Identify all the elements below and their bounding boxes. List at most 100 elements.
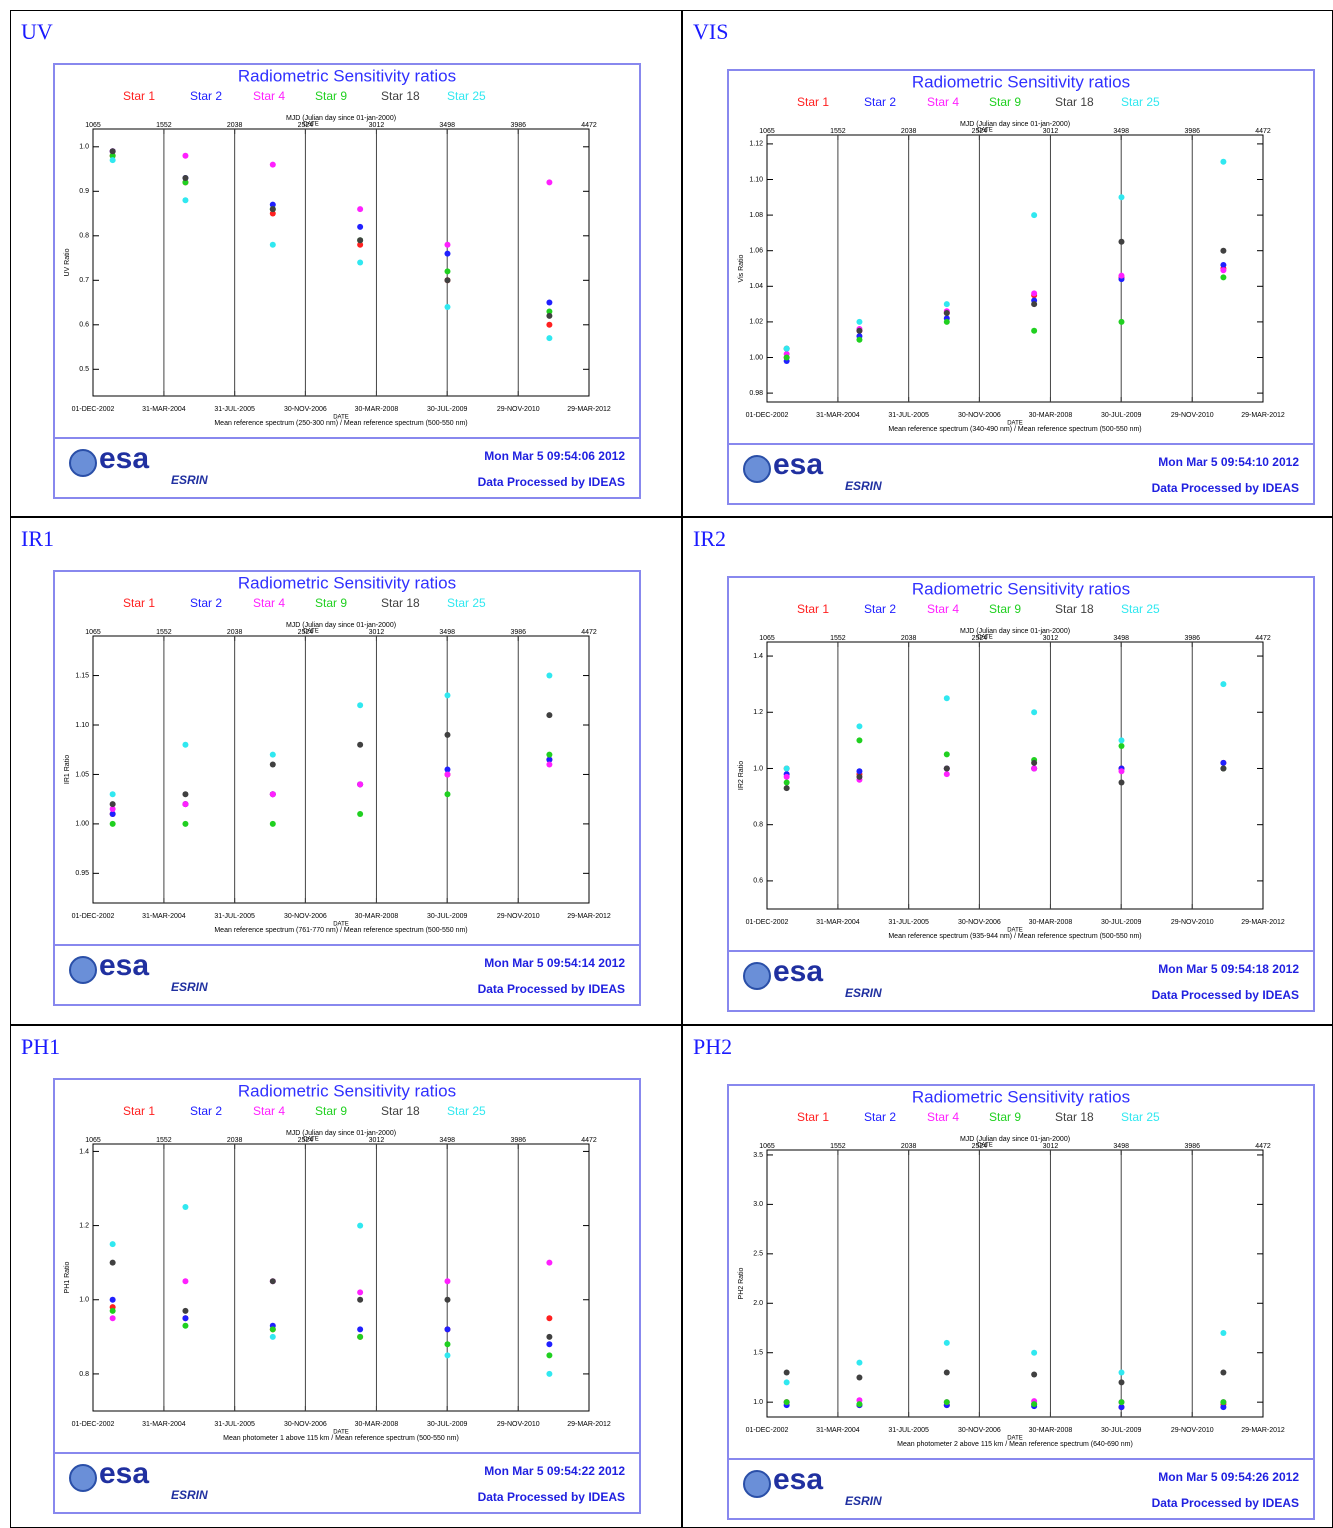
y-tick-label: 0.98 xyxy=(749,390,763,397)
x-axis-label: Mean reference spectrum (761-770 nm) / M… xyxy=(214,927,467,934)
y-tick-label: 1.10 xyxy=(75,722,89,729)
y-tick-label: 0.9 xyxy=(79,188,89,195)
data-point xyxy=(269,210,276,217)
data-point xyxy=(546,756,553,763)
data-point xyxy=(357,702,364,709)
x2-tick-label: 2038 xyxy=(901,1143,917,1150)
data-point xyxy=(546,179,553,186)
data-point xyxy=(1220,1399,1227,1406)
x2-tick-label: 3498 xyxy=(1113,1143,1129,1150)
data-point xyxy=(856,1374,863,1381)
top-axis-label: MJD (Julian day since 01-jan-2000) xyxy=(960,121,1070,128)
x2-tick-label: 4472 xyxy=(581,629,597,636)
chart: Radiometric Sensitivity ratios Star 1 Star… xyxy=(53,570,641,1006)
date-label: DATE xyxy=(1007,928,1023,934)
data-point xyxy=(269,1326,276,1333)
credit: Data Processed by IDEAS xyxy=(478,1490,625,1504)
data-point xyxy=(546,1370,553,1377)
data-point xyxy=(109,1241,116,1248)
data-point xyxy=(783,785,790,792)
x-tick-label: 29-NOV-2010 xyxy=(1171,1427,1214,1434)
x-tick-label: 31-JUL-2005 xyxy=(214,1421,255,1428)
data-point xyxy=(1031,212,1038,219)
x-tick-label: 31-JUL-2005 xyxy=(214,913,255,920)
x2-tick-label: 1552 xyxy=(156,629,172,636)
x2-tick-label: 2038 xyxy=(227,629,243,636)
y-tick-label: 1.5 xyxy=(753,1350,763,1357)
legend-entry: Star 25 xyxy=(1121,1110,1160,1124)
y-tick-label: 1.0 xyxy=(753,1399,763,1406)
x2-tick-label: 1065 xyxy=(85,122,101,129)
data-point xyxy=(546,335,553,342)
x2-tick-label: 3498 xyxy=(439,122,455,129)
logo: esa xyxy=(99,949,149,982)
x2-tick-label: 3986 xyxy=(1184,635,1200,642)
data-point xyxy=(444,268,451,275)
data-point xyxy=(444,304,451,310)
data-point xyxy=(357,1326,364,1333)
data-point xyxy=(1031,1401,1038,1408)
credit: Data Processed by IDEAS xyxy=(1152,481,1299,495)
panel-label: VIS xyxy=(693,19,729,44)
x2-tick-label: 3012 xyxy=(369,629,385,636)
x2-tick-label: 2038 xyxy=(901,635,917,642)
table-cell: UV Radiometric Sensitivity ratios Star 1 St… xyxy=(10,10,682,517)
y-tick-label: 1.10 xyxy=(749,176,763,183)
x-tick-label: 30-MAR-2008 xyxy=(1029,1427,1073,1434)
y-tick-label: 1.2 xyxy=(753,709,763,716)
x-tick-label: 31-MAR-2004 xyxy=(816,1427,860,1434)
x-tick-label: 30-MAR-2008 xyxy=(355,913,399,920)
y-tick-label: 3.0 xyxy=(753,1201,763,1208)
x2-tick-label: 1065 xyxy=(85,1137,101,1144)
data-point xyxy=(856,737,863,744)
data-point xyxy=(1031,290,1038,297)
chart-frame xyxy=(53,63,641,499)
y-tick-label: 0.6 xyxy=(753,878,763,885)
data-point xyxy=(943,1369,950,1376)
x-axis-label: Mean reference spectrum (340-490 nm) / M… xyxy=(888,426,1141,433)
data-point xyxy=(546,1333,553,1340)
logo: esa xyxy=(773,955,823,988)
chart: Radiometric Sensitivity ratios Star 1 Star… xyxy=(53,63,641,499)
data-point xyxy=(269,201,276,208)
data-point xyxy=(182,820,189,827)
data-point xyxy=(1118,238,1125,245)
data-point xyxy=(546,299,553,306)
data-point xyxy=(182,174,189,181)
chart: Radiometric Sensitivity ratios Star 1 Star… xyxy=(727,576,1315,1012)
data-point xyxy=(1118,737,1125,744)
logo-subtitle: ESRIN xyxy=(171,473,208,487)
data-point xyxy=(943,771,950,778)
legend-entry: Star 2 xyxy=(864,602,896,616)
date-label: DATE xyxy=(333,415,349,421)
x2-tick-label: 1065 xyxy=(759,1143,775,1150)
data-point xyxy=(357,811,364,817)
timestamp: Mon Mar 5 09:54:10 2012 xyxy=(1158,455,1299,469)
data-point xyxy=(1118,779,1125,786)
legend-entry: Star 9 xyxy=(315,596,347,610)
chart-frame xyxy=(727,1084,1315,1520)
data-point xyxy=(444,1341,451,1348)
y-tick-label: 1.12 xyxy=(749,141,763,148)
x-tick-label: 30-JUL-2009 xyxy=(427,913,468,920)
x2-tick-label: 2524 xyxy=(972,635,988,642)
data-point xyxy=(546,761,553,768)
data-point xyxy=(1220,1369,1227,1376)
data-point xyxy=(269,820,276,827)
logo-globe xyxy=(69,956,97,984)
x2-tick-label: 1552 xyxy=(830,128,846,135)
data-point xyxy=(1118,768,1125,775)
data-point xyxy=(1118,272,1125,279)
y-tick-label: 1.15 xyxy=(75,672,89,679)
data-point xyxy=(357,206,364,213)
legend-entry: Star 18 xyxy=(1055,1110,1094,1124)
data-point xyxy=(182,1204,189,1211)
y-tick-label: 1.0 xyxy=(79,1297,89,1304)
data-point xyxy=(1118,742,1125,749)
x2-tick-label: 3498 xyxy=(1113,635,1129,642)
y-tick-label: 1.05 xyxy=(75,771,89,778)
legend-entry: Star 1 xyxy=(123,1104,155,1118)
data-point xyxy=(109,791,116,798)
data-point xyxy=(783,1379,790,1386)
